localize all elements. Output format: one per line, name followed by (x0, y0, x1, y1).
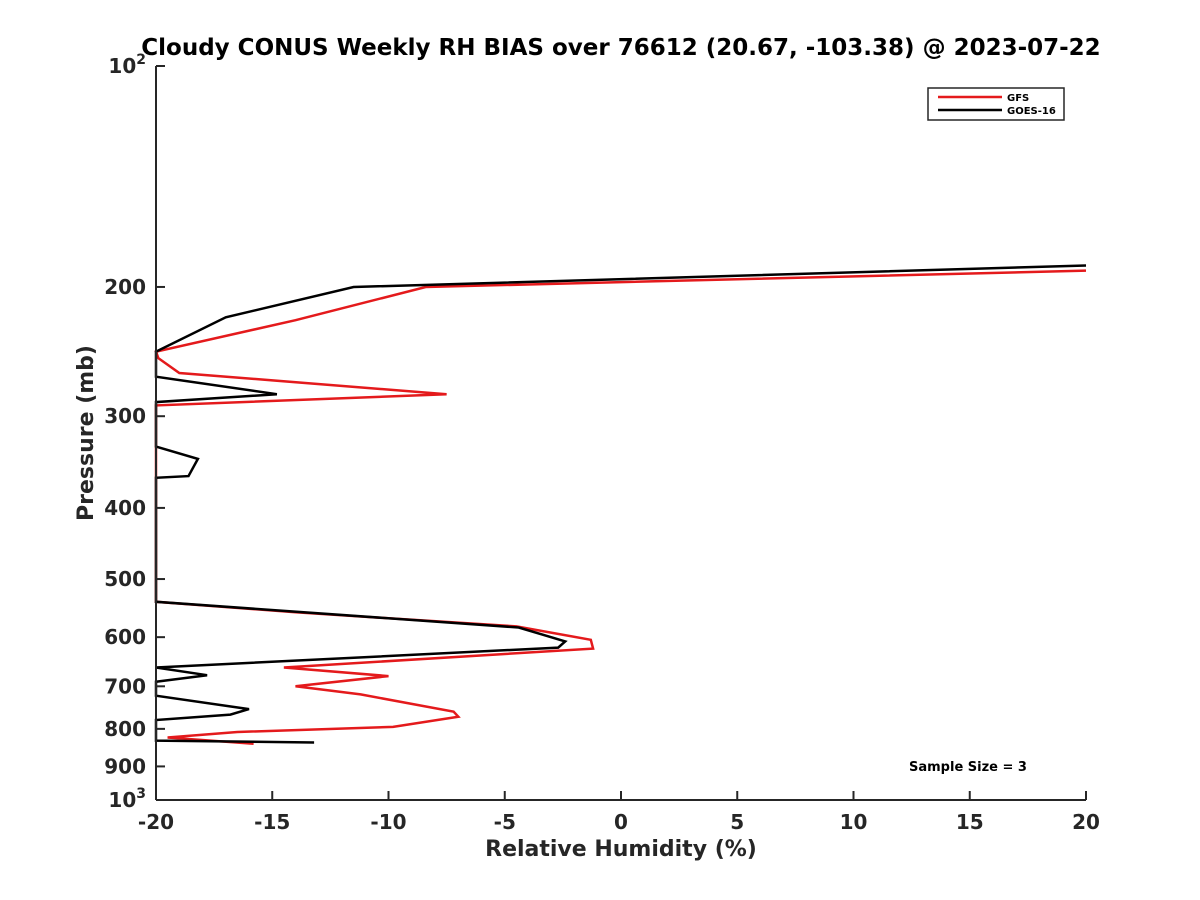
x-tick-label: -20 (138, 810, 174, 834)
x-tick-label: 5 (730, 810, 744, 834)
x-tick-label: 15 (956, 810, 984, 834)
x-tick-label: 0 (614, 810, 628, 834)
x-tick-label: 10 (840, 810, 868, 834)
x-tick-label: 20 (1072, 810, 1100, 834)
y-tick-label: 500 (104, 567, 146, 591)
legend: GFS GOES-16 (927, 87, 1065, 121)
y-ticks: 102 200 300 400 500 600 700 800 900 103 (104, 52, 165, 812)
y-tick-label: 103 (108, 786, 146, 812)
y-tick-label: 800 (104, 717, 146, 741)
sample-size-annotation: Sample Size = 3 (909, 760, 1027, 775)
y-tick-label: 102 (108, 52, 146, 78)
x-tick-label: -10 (370, 810, 406, 834)
series-line-goes16 (154, 264, 1087, 744)
legend-box (927, 87, 1065, 121)
y-axis-label: Pressure (mb) (74, 345, 99, 521)
x-ticks: -20 -15 -10 -5 0 5 10 15 20 (138, 791, 1100, 834)
x-tick-label: -15 (254, 810, 290, 834)
y-tick-label: 400 (104, 496, 146, 520)
legend-label-goes16: GOES-16 (1007, 106, 1056, 117)
series-line-gfs (154, 269, 1087, 745)
plot-lines (154, 264, 1087, 745)
chart-title: Cloudy CONUS Weekly RH BIAS over 76612 (… (141, 35, 1100, 61)
y-tick-label: 300 (104, 404, 146, 428)
x-axis-label: Relative Humidity (%) (485, 837, 757, 862)
y-tick-label: 600 (104, 625, 146, 649)
x-tick-label: -5 (494, 810, 516, 834)
y-tick-label: 200 (104, 275, 146, 299)
y-tick-label: 700 (104, 674, 146, 698)
y-tick-label: 900 (104, 754, 146, 778)
legend-label-gfs: GFS (1007, 93, 1029, 104)
